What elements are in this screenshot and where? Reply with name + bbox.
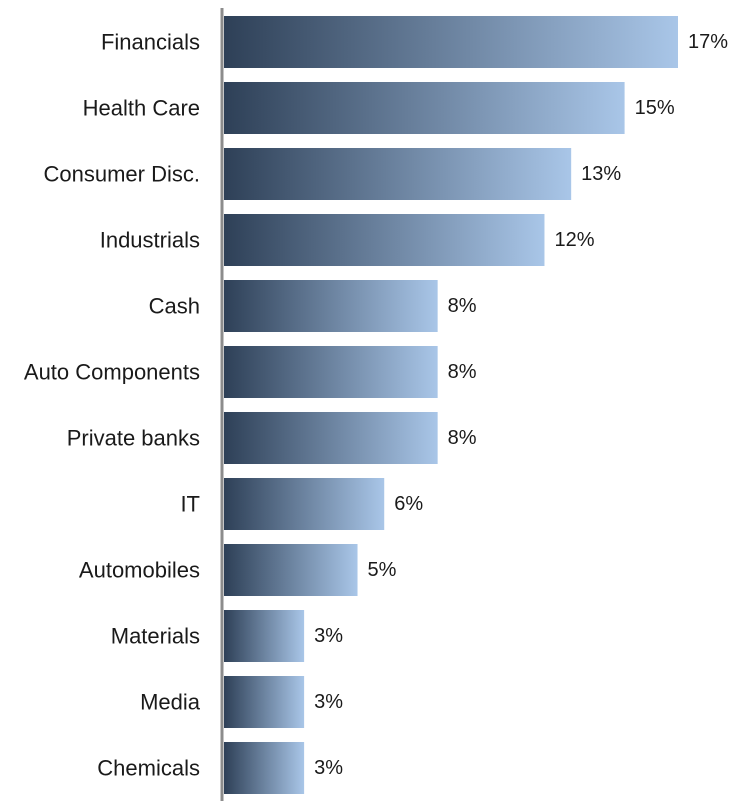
bar-automobiles (224, 544, 358, 596)
bar-consumer-disc (224, 148, 572, 200)
bar-it (224, 478, 385, 530)
bar-media (224, 676, 305, 728)
category-label: Industrials (100, 228, 200, 253)
category-label: Materials (111, 624, 200, 649)
value-label: 13% (581, 163, 621, 185)
value-label: 15% (635, 97, 675, 119)
value-label: 17% (688, 31, 728, 53)
category-label: Chemicals (97, 756, 200, 781)
bar-materials (224, 610, 305, 662)
value-label: 12% (554, 229, 594, 251)
bar-health-care (224, 82, 625, 134)
bar-chemicals (224, 742, 305, 794)
bar-auto-components (224, 346, 438, 398)
bar-private-banks (224, 412, 438, 464)
category-label: Media (140, 690, 201, 715)
category-labels: Financials Health Care Consumer Disc. Indus… (24, 30, 201, 781)
value-label: 6% (394, 493, 423, 515)
category-label: Automobiles (79, 558, 200, 583)
bar-cash (224, 280, 438, 332)
category-label: Consumer Disc. (44, 162, 200, 187)
category-label: Auto Components (24, 360, 200, 385)
value-label: 3% (314, 757, 343, 779)
value-labels: 17% 15% 13% 12% 8% 8% 8% 6% 5% 3% 3% 3% (314, 31, 728, 779)
bar-financials (224, 16, 678, 68)
category-label: Financials (101, 30, 200, 55)
value-label: 3% (314, 625, 343, 647)
category-label: Private banks (67, 426, 200, 451)
category-label: Cash (149, 294, 200, 319)
value-label: 8% (448, 295, 477, 317)
category-label: IT (180, 492, 200, 517)
value-label: 8% (448, 361, 477, 383)
category-label: Health Care (83, 96, 200, 121)
bar-industrials (224, 214, 545, 266)
value-label: 5% (368, 559, 397, 581)
value-label: 8% (448, 427, 477, 449)
bars-layer (224, 16, 678, 794)
value-label: 3% (314, 691, 343, 713)
